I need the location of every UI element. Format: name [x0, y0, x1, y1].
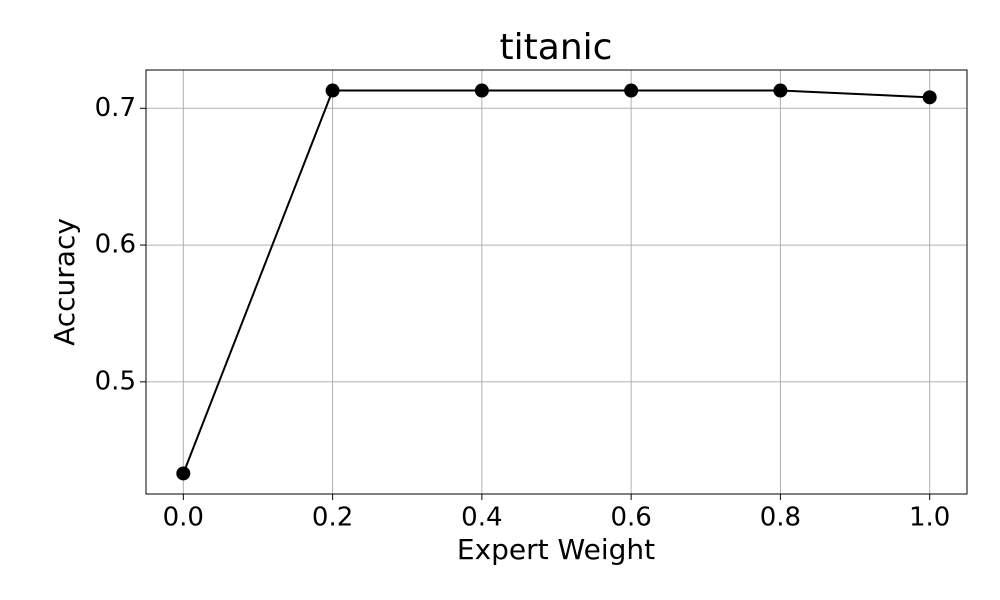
data-point	[922, 90, 937, 105]
y-tick-label: 0.7	[95, 93, 136, 123]
x-tick-label: 0.2	[312, 503, 353, 533]
data-point	[176, 466, 191, 481]
x-tick-label: 1.0	[909, 503, 950, 533]
data-point	[624, 83, 639, 98]
chart-title: titanic	[500, 27, 613, 68]
y-tick-label: 0.6	[95, 230, 136, 260]
x-tick-label: 0.8	[760, 503, 801, 533]
x-tick-label: 0.0	[163, 503, 204, 533]
plot-frame	[145, 69, 968, 495]
data-line	[182, 89, 930, 474]
data-point	[773, 83, 788, 98]
data-point	[474, 83, 489, 98]
y-axis-label: Accuracy	[48, 218, 81, 346]
x-axis-label: Expert Weight	[457, 533, 655, 566]
x-tick-label: 0.4	[461, 503, 502, 533]
data-point	[325, 83, 340, 98]
x-tick-label: 0.6	[610, 503, 651, 533]
y-tick-label: 0.5	[95, 366, 136, 396]
